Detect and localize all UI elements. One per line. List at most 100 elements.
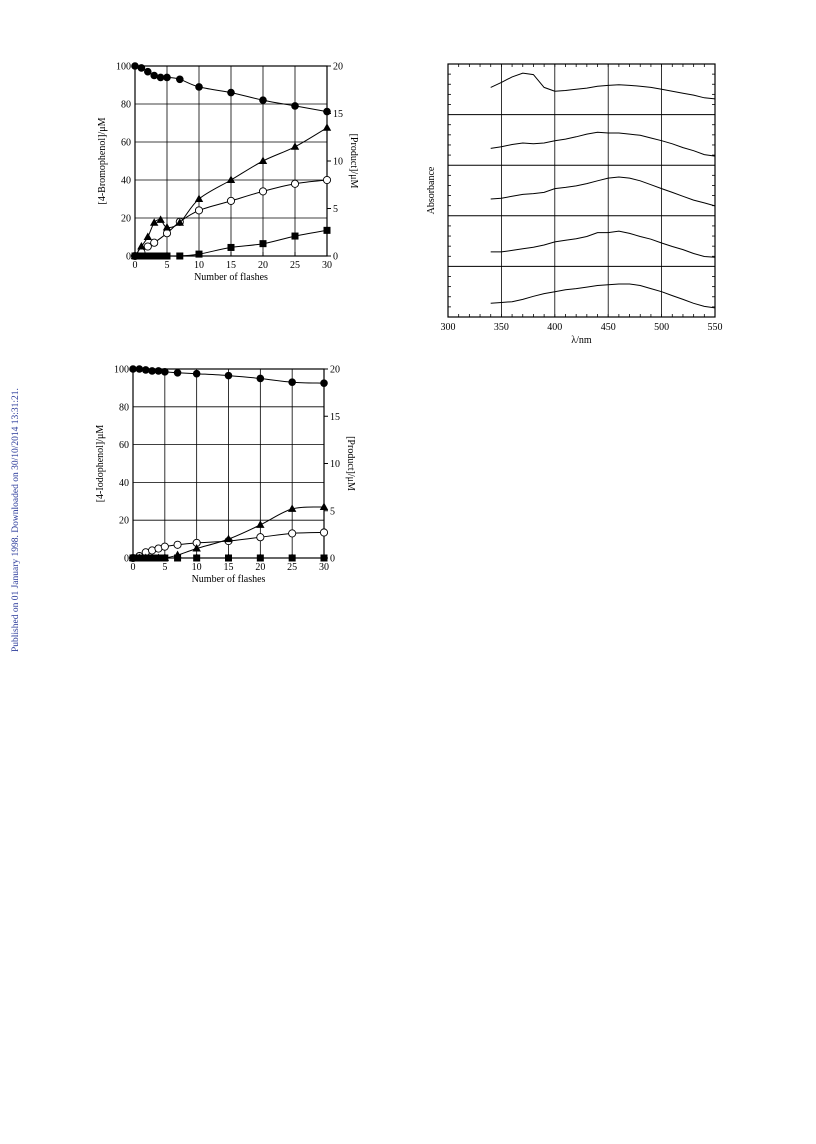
bromophenol-chart-x-tick-label: 0 [133,260,138,271]
bromophenol-chart-point-filled-circle [195,83,203,91]
bromophenol-chart-point-filled-circle [227,88,235,97]
bromophenol-chart-point-open-circle [150,238,159,247]
bromophenol-chart-point-filled-circle [323,107,331,116]
bromophenol-chart-point-open-circle [143,242,152,251]
bromophenol-chart-point-filled-square [259,240,267,248]
iodophenol-chart-point-filled-triangle [319,502,329,510]
bromophenol-chart-point-filled-square [227,243,235,251]
bromophenol-chart-point-open-circle [290,179,300,188]
bromophenol-chart-point-filled-square [157,252,165,260]
bromophenol-chart-point-open-circle [322,175,332,185]
bromophenol-chart-point-filled-circle [176,75,184,84]
bromophenol-chart-point-filled-square [150,252,158,260]
iodophenol-chart-point-filled-triangle [224,534,233,543]
iodophenol-chart-y-left-tick-label: 0 [124,554,129,565]
iodophenol-chart-point-filled-square [135,554,143,562]
bromophenol-chart-point-filled-circle [150,71,158,80]
iodophenol-chart-point-filled-circle [288,378,296,387]
iodophenol-chart-y-right-tick-label: 10 [330,459,340,470]
iodophenol-chart-point-open-circle [256,533,265,542]
iodophenol-chart-y-left-tick-label: 20 [119,516,129,527]
bromophenol-chart-point-filled-triangle [258,156,268,164]
bromophenol-chart-y-right-tick-label: 5 [333,204,338,215]
bromophenol-chart-point-filled-circle [131,62,139,70]
bromophenol-chart-point-filled-square [323,226,331,234]
spectra-chart-spectrum-trace-5 [490,283,716,309]
iodophenol-chart-point-filled-square [161,554,169,562]
bromophenol-chart-point-filled-triangle [226,175,236,183]
iodophenol-chart-y-left-tick-label: 40 [119,478,129,489]
bromophenol-chart-point-filled-square [163,252,171,260]
iodophenol-chart-x-tick-label: 20 [255,562,265,573]
iodophenol-chart-point-filled-triangle [192,544,201,552]
spectra-chart-frame [447,63,716,318]
iodophenol-chart-y-right-tick-label: 15 [330,412,340,423]
iodophenol-chart-point-filled-square [193,554,201,562]
bromophenol-chart-point-filled-square [131,252,139,260]
iodophenol-chart-point-open-circle [288,529,297,538]
iodophenol-chart-point-filled-square [129,554,137,562]
iodophenol-chart-y-left-tick-label: 60 [119,440,129,451]
spectra-chart-x-tick-label: 300 [441,322,456,333]
bromophenol-chart-point-filled-circle [259,96,267,104]
iodophenol-chart-point-filled-circle [173,368,182,377]
bromophenol-chart-point-filled-triangle [194,194,204,202]
spectra-chart-x-tick-label: 350 [494,322,509,333]
bromophenol-chart-point-filled-circle [137,64,146,72]
spectra-chart-spectrum-trace-1 [490,72,716,100]
iodophenol-chart-x-tick-label: 25 [287,562,297,573]
bromophenol-chart-y-left-tick-label: 100 [116,62,131,73]
bromophenol-chart-point-filled-circle [156,73,165,82]
bromophenol-chart-point-filled-square [137,252,145,260]
bromophenol-chart-point-filled-triangle [162,223,172,231]
bromophenol-chart-point-filled-square [176,252,184,260]
iodophenol-chart-y-left-tick-label: 100 [114,365,129,376]
bromophenol-chart-point-open-circle [194,206,204,215]
bromophenol-chart-point-filled-triangle [156,215,165,223]
iodophenol-chart-x-axis-label: Number of flashes [192,574,266,585]
iodophenol-chart-point-filled-square [256,554,264,562]
bromophenol-chart-y-left-axis-label: [4-Bromophenol]/μM [97,117,108,204]
bromophenol-chart-y-right-tick-label: 10 [333,157,343,168]
iodophenol-chart-point-filled-square [154,554,162,562]
iodophenol-chart-point-filled-circle [148,367,156,375]
bromophenol-chart-y-left-tick-label: 20 [121,214,131,225]
bromophenol-chart-y-right-tick-label: 0 [333,252,338,263]
bromophenol-chart-y-right-tick-label: 20 [333,62,343,73]
bromophenol-chart-point-filled-circle [291,102,299,110]
iodophenol-chart-x-tick-label: 30 [319,562,329,573]
iodophenol-chart-y-right-tick-label: 5 [330,506,335,517]
iodophenol-chart-point-filled-circle [141,366,150,374]
spectra-chart-spectrum-trace-2 [490,131,716,157]
spectra-chart-x-tick-label: 400 [547,322,562,333]
bromophenol-chart-y-left-tick-label: 40 [121,176,131,187]
iodophenol-chart-point-open-circle [319,528,329,537]
iodophenol-chart-point-open-circle [173,540,182,549]
bromophenol-chart-point-filled-square [144,252,152,260]
bromophenol-chart-point-filled-circle [144,67,152,76]
bromophenol-chart-x-tick-label: 20 [258,260,268,271]
bromophenol-chart-x-tick-label: 10 [194,260,204,271]
iodophenol-chart-point-filled-circle [192,369,201,378]
bromophenol-chart-y-left-tick-label: 0 [126,252,131,263]
iodophenol-chart-y-right-axis-label: [Product]/μM [345,436,356,491]
bromophenol-chart-point-filled-triangle [175,218,184,226]
bromophenol-chart-y-left-tick-label: 80 [121,100,131,111]
iodophenol-chart-x-tick-label: 15 [224,562,234,573]
iodophenol-chart-x-tick-label: 0 [131,562,136,573]
bromophenol-chart-x-axis-label: Number of flashes [194,272,268,283]
iodophenol-chart-point-filled-square [288,554,296,562]
iodophenol-chart-point-filled-square [225,554,232,562]
spectra-chart-spectrum-trace-4 [490,230,716,258]
bromophenol-chart-x-tick-label: 15 [226,260,236,271]
iodophenol-chart-point-filled-circle [256,374,265,383]
spectra-chart-x-tick-label: 450 [601,322,616,333]
spectra-chart-spectrum-trace-3 [490,176,716,207]
iodophenol-chart-point-filled-square [148,554,156,562]
iodophenol-chart-point-filled-square [174,554,182,562]
bromophenol-chart-point-open-circle [226,196,236,205]
spectra-chart-x-axis-label: λ/nm [571,335,592,346]
iodophenol-chart-point-filled-circle [320,379,328,387]
iodophenol-chart-point-filled-circle [224,371,233,380]
